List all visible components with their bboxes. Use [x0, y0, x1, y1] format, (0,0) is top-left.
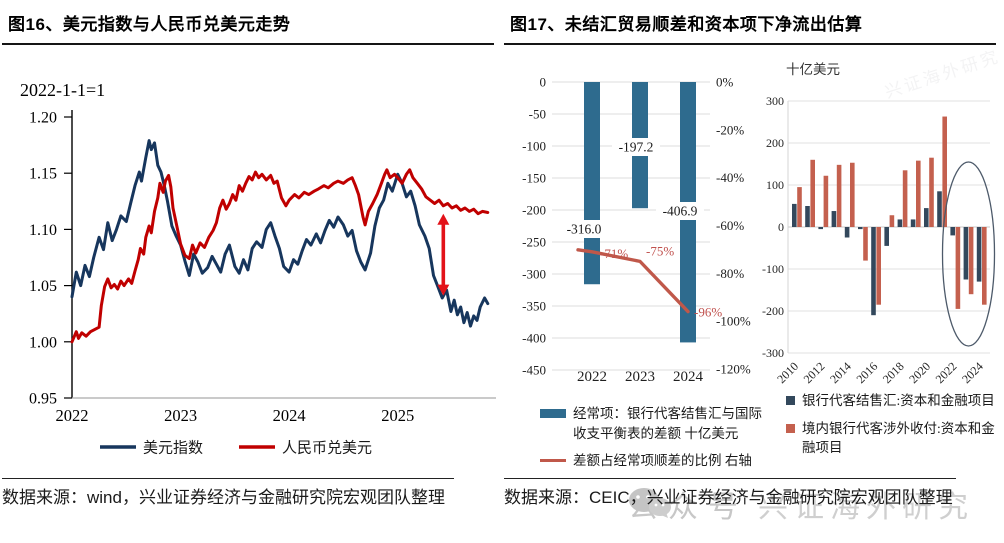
svg-text:-300: -300 [762, 346, 784, 360]
svg-text:-120%: -120% [716, 362, 751, 377]
svg-text:2025: 2025 [381, 406, 414, 425]
svg-text:200: 200 [766, 136, 784, 150]
svg-text:100: 100 [766, 178, 784, 192]
legend-swatch [540, 409, 566, 418]
svg-text:2022: 2022 [933, 359, 960, 386]
svg-text:2022: 2022 [577, 369, 607, 385]
figure17-bar-line-chart: 0 -50 -100 -150 -200 -250 -300 -350 -400 -450 0% -2… [522, 75, 751, 386]
svg-text:2016: 2016 [853, 359, 880, 386]
figure17-left-legend: 经常项：银行代客结售汇与国际收支平衡表的差额 十亿美元差额占经常项顺差的比例 右… [540, 404, 768, 479]
svg-text:2024: 2024 [673, 369, 704, 385]
svg-text:2024: 2024 [273, 406, 306, 425]
legend-label: 人民币兑美元 [282, 440, 372, 457]
svg-text:-200: -200 [522, 203, 546, 218]
figure17-right-legend: 银行代客结售汇:资本和金融项目境内银行代客涉外收付:资本和金融项目 [786, 391, 1004, 466]
svg-text:-350: -350 [522, 299, 546, 314]
svg-text:-20%: -20% [716, 122, 744, 137]
svg-text:-150: -150 [522, 171, 546, 186]
svg-text:-100%: -100% [716, 314, 751, 329]
svg-text:-200: -200 [762, 304, 784, 318]
svg-text:-197.2: -197.2 [619, 140, 654, 155]
legend-label: 境内银行代客涉外收付:资本和金融项目 [802, 420, 995, 456]
svg-text:2018: 2018 [880, 359, 907, 386]
figure17-panel: 图17、未结汇贸易顺差和资本项下净流出估算 兴证海外研究 0 -50 -100 -15… [502, 0, 1004, 543]
svg-text:0: 0 [540, 75, 547, 90]
svg-text:-406.9: -406.9 [663, 204, 698, 219]
svg-text:2024: 2024 [959, 359, 986, 386]
svg-text:0: 0 [778, 220, 784, 234]
svg-text:-75%: -75% [646, 243, 674, 258]
svg-text:2020: 2020 [906, 359, 933, 386]
legend-item: 差额占经常项顺差的比例 右轴 [540, 451, 768, 471]
figure17-title: 图17、未结汇贸易顺差和资本项下净流出估算 [510, 15, 863, 34]
svg-text:1.10: 1.10 [29, 222, 57, 239]
legend-swatch [786, 396, 795, 405]
legend-item: 经常项：银行代客结售汇与国际收支平衡表的差额 十亿美元 [540, 404, 768, 443]
wechat-icon [629, 488, 671, 518]
svg-text:-40%: -40% [716, 170, 744, 185]
svg-text:2014: 2014 [827, 359, 854, 386]
svg-text:2023: 2023 [164, 406, 197, 425]
figure16-title-rule [2, 43, 494, 45]
svg-text:2010: 2010 [774, 359, 801, 386]
legend-item: 境内银行代客涉外收付:资本和金融项目 [786, 419, 1004, 458]
svg-text:-50: -50 [529, 107, 546, 122]
svg-text:0.95: 0.95 [29, 391, 57, 408]
legend-label: 银行代客结售汇:资本和金融项目 [802, 393, 995, 408]
figure16-index-base-note: 2022-1-1=1 [20, 80, 106, 100]
brand-watermark: 公众号 兴证海外研究 [628, 482, 974, 526]
svg-text:-80%: -80% [716, 266, 744, 281]
svg-text:-100: -100 [762, 262, 784, 276]
svg-text:-250: -250 [522, 235, 546, 250]
legend-label: 经常项：银行代客结售汇与国际收支平衡表的差额 十亿美元 [573, 406, 762, 441]
legend-label: 差额占经常项顺差的比例 右轴 [573, 453, 752, 469]
figure17-source: 数据来源：CEIC，兴业证券经济与金融研究院宏观团队整理 [504, 478, 956, 511]
figure16-panel: 图16、美元指数与人民币兑美元走势 2022-1-1=1 1.20 1.15 1.1… [2, 15, 496, 511]
figure17-title-rule [504, 43, 996, 45]
svg-text:2022: 2022 [56, 406, 89, 425]
svg-text:300: 300 [766, 94, 784, 108]
svg-text:十亿美元: 十亿美元 [786, 62, 840, 77]
svg-text:-316.0: -316.0 [567, 222, 602, 237]
watermark-brand: 兴证海外研究 [758, 491, 974, 524]
svg-text:-450: -450 [522, 363, 546, 378]
svg-text:2012: 2012 [801, 359, 828, 386]
figure16-title: 图16、美元指数与人民币兑美元走势 [8, 15, 291, 34]
svg-text:-400: -400 [522, 331, 546, 346]
svg-text:1.15: 1.15 [29, 166, 57, 183]
svg-text:2023: 2023 [625, 369, 655, 385]
svg-text:-96%: -96% [694, 305, 722, 320]
svg-text:1.20: 1.20 [29, 110, 57, 127]
svg-text:-60%: -60% [716, 218, 744, 233]
svg-text:1.05: 1.05 [29, 278, 57, 295]
svg-text:0%: 0% [716, 75, 734, 90]
svg-text:-100: -100 [522, 139, 546, 154]
highlight-ellipse [941, 161, 996, 347]
figure16-source: 数据来源：wind，兴业证券经济与金融研究院宏观团队整理 [2, 478, 454, 511]
legend-swatch [786, 423, 795, 433]
svg-text:-71%: -71% [600, 246, 628, 261]
legend-label: 美元指数 [143, 440, 203, 457]
svg-text:-300: -300 [522, 267, 546, 282]
legend-swatch [540, 459, 566, 463]
legend-item: 银行代客结售汇:资本和金融项目 [786, 391, 1004, 411]
svg-text:1.00: 1.00 [29, 334, 57, 351]
